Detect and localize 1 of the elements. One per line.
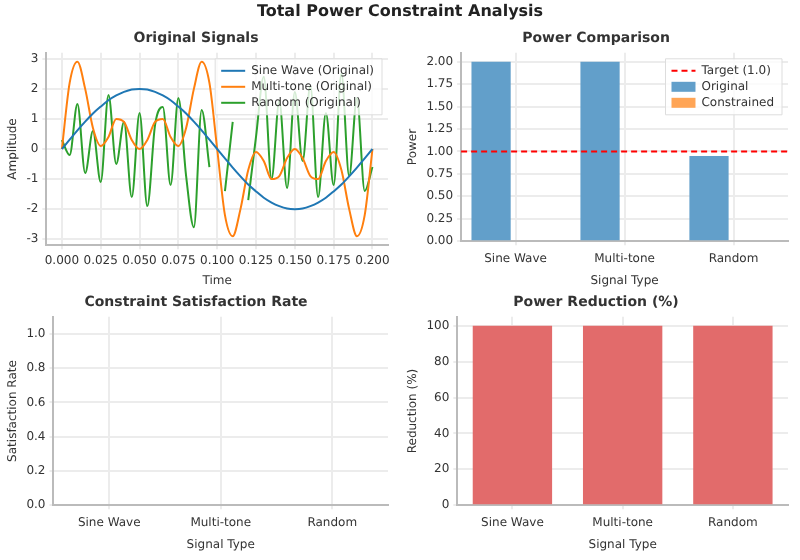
text: Total Power Constraint Analysis (254, 2, 546, 20)
